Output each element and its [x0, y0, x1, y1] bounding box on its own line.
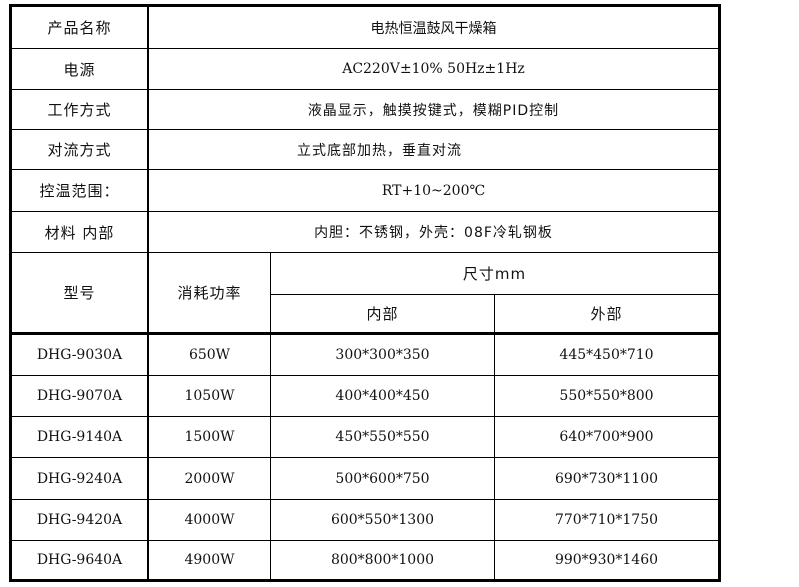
- spec-value: AC220V±10% 50Hz±1Hz: [149, 49, 718, 90]
- cell-model: DHG-9070A: [12, 376, 149, 417]
- cell-model: DHG-9030A: [12, 335, 149, 376]
- cell-power: 4900W: [149, 541, 271, 579]
- spec-table: 产品名称 电热恒温鼓风干燥箱 电源 AC220V±10% 50Hz±1Hz 工作…: [9, 4, 721, 582]
- spec-label: 电源: [12, 49, 149, 90]
- cell-outer: 990*930*1460: [554, 552, 659, 568]
- spec-value: 液晶显示，触摸按键式，模糊PID控制: [149, 90, 718, 130]
- cell-outer: 690*730*1100: [495, 458, 718, 500]
- cell-outer: 770*710*1750: [495, 500, 718, 541]
- spec-value: 电热恒温鼓风干燥箱: [149, 7, 718, 49]
- spec-label: 材料 内部: [12, 212, 149, 253]
- cell-inner: 450*550*550: [271, 417, 495, 458]
- spec-value: RT+10~200℃: [149, 170, 718, 212]
- cell-power: 650W: [149, 335, 271, 376]
- cell-power: 4000W: [149, 500, 271, 541]
- header-size: 尺寸mm: [271, 253, 718, 295]
- header-outer: 外部: [495, 295, 718, 335]
- cell-outer: 445*450*710: [495, 335, 718, 376]
- cell-power: 1500W: [149, 417, 271, 458]
- spec-value: 内胆：不锈钢，外壳：08F冷轧钢板: [149, 212, 718, 253]
- spec-label: 对流方式: [12, 130, 149, 170]
- header-model: 型号: [12, 253, 149, 335]
- cell-model: DHG-9420A: [12, 500, 149, 541]
- cell-model: DHG-9240A: [12, 458, 149, 500]
- cell-inner: 800*800*1000: [271, 541, 495, 579]
- cell-model: DHG-9640A: [12, 541, 149, 579]
- spec-value: 立式底部加热，垂直对流: [149, 130, 718, 170]
- header-power: 消耗功率: [149, 253, 271, 335]
- cell-power: 1050W: [149, 376, 271, 417]
- header-inner: 内部: [271, 295, 495, 335]
- cell-inner: 400*400*450: [271, 376, 495, 417]
- cell-inner: 600*550*1300: [271, 500, 495, 541]
- cell-power: 2000W: [149, 458, 271, 500]
- spec-label: 产品名称: [12, 7, 149, 49]
- spec-label: 控温范围：: [12, 170, 149, 212]
- cell-model: DHG-9140A: [12, 417, 149, 458]
- cell-inner: 300*300*350: [271, 335, 495, 376]
- cell-outer: 550*550*800: [495, 376, 718, 417]
- spec-label: 工作方式: [12, 90, 149, 130]
- cell-inner: 500*600*750: [271, 458, 495, 500]
- cell-outer: 640*700*900: [495, 417, 718, 458]
